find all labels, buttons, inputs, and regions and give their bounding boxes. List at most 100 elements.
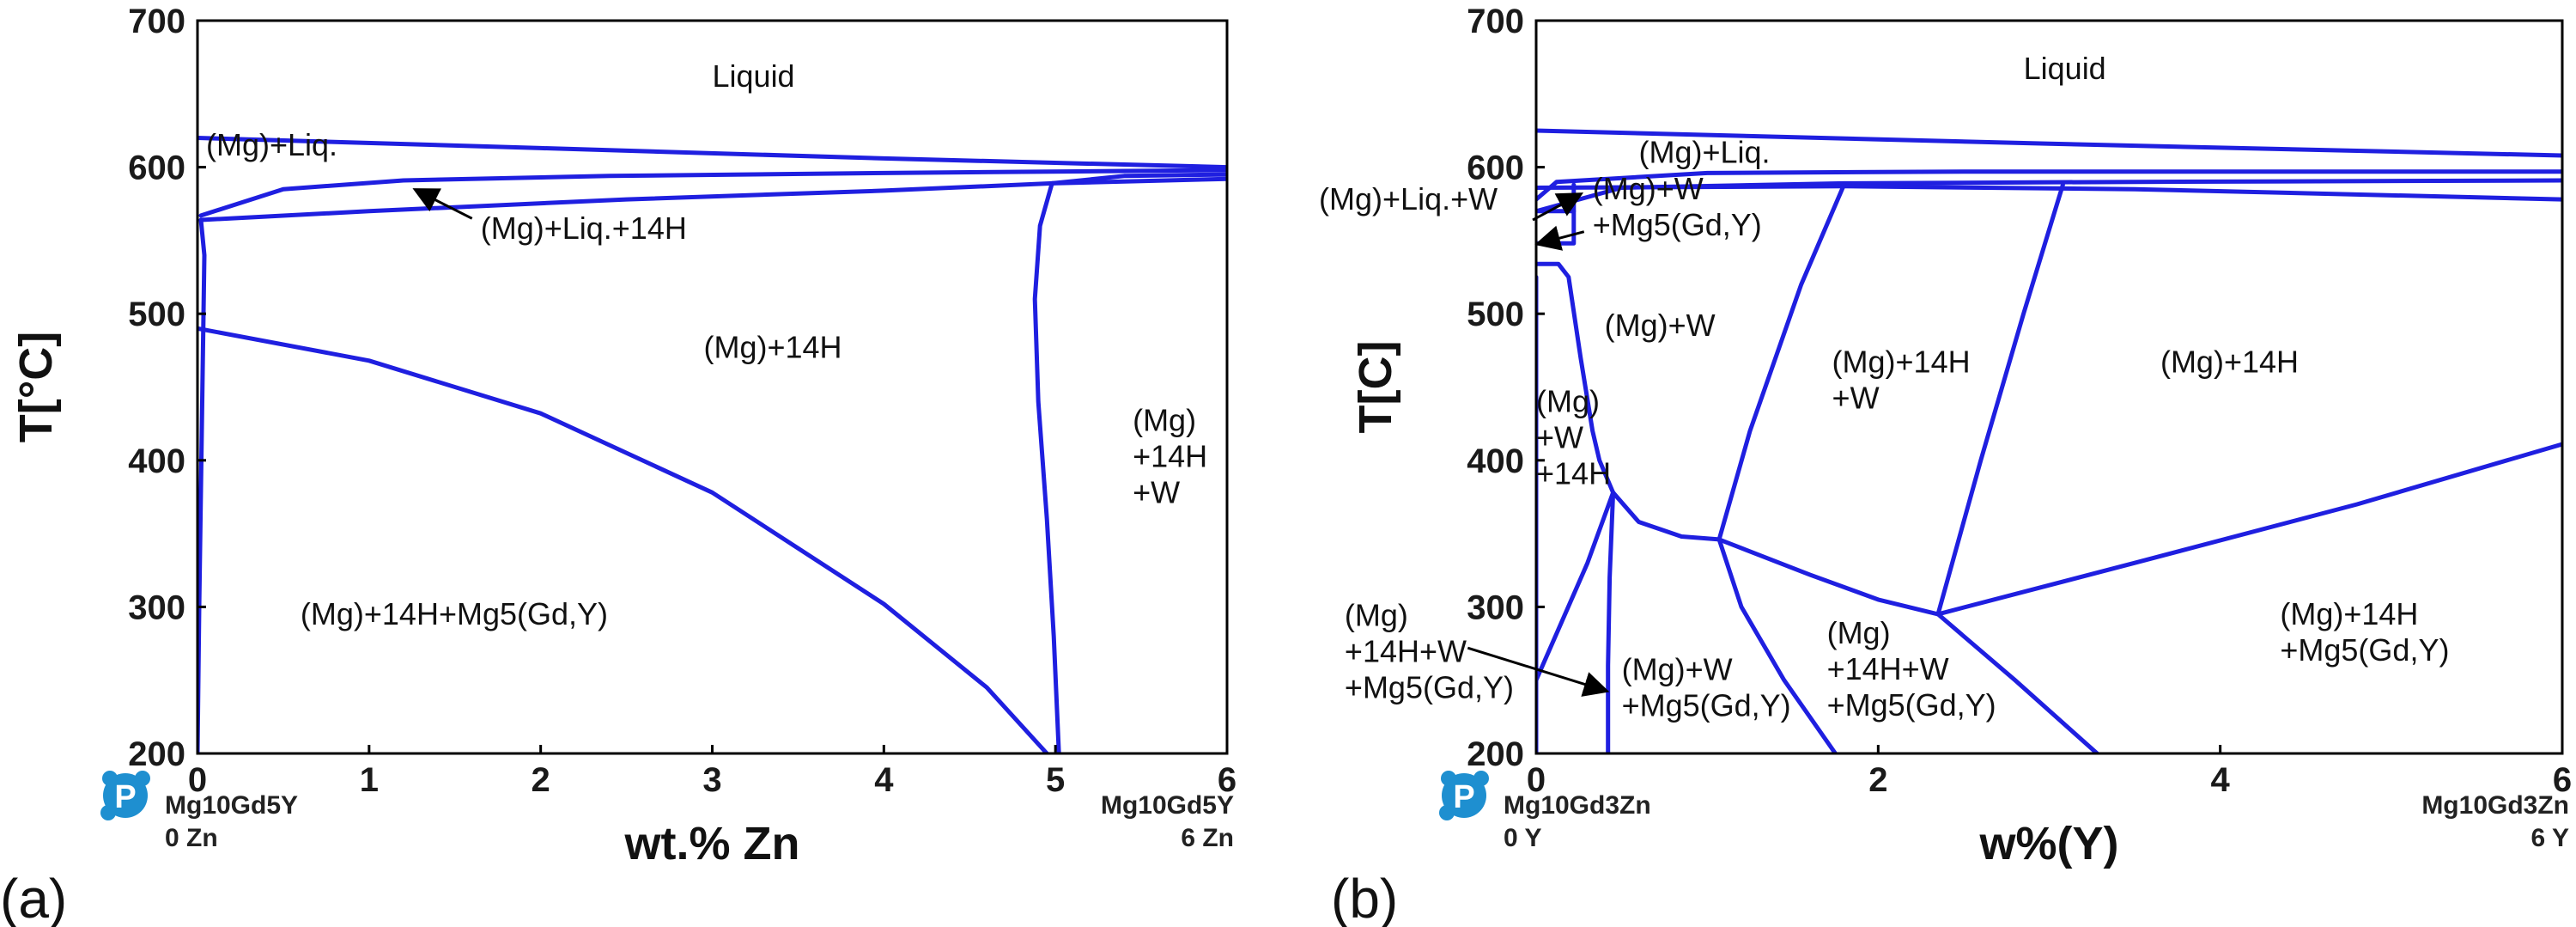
phase-boundary-line [1536,261,1616,495]
phase-region-label: +14H+W [1827,651,1949,686]
annotation-arrow [1534,225,1585,251]
phase-boundary-line [1536,128,2562,158]
y-tick-label: 400 [128,442,185,480]
phase-region-label: +14H [1536,456,1611,491]
phase-boundary-line [198,176,1227,223]
phase-region-label: +Mg5(Gd,Y) [1622,688,1791,723]
panel-a: 0 1 2 3 4 5 6 200 300 400 500 600 700 wt.% Zn T[°C] (a)… [0,3,1236,927]
y-tick-label: 300 [1467,589,1524,626]
x-tick-label: 2 [1868,761,1887,799]
phase-region-label: (Mg)+14H [1832,344,1971,379]
x-tick-label: 0 [188,761,207,799]
x-tick-label: 6 [2553,761,2572,799]
x-tick-label: 1 [360,761,379,799]
phase-boundary-line [1716,537,1838,753]
phase-region-label: (Mg)+Liq.+W [1319,181,1498,217]
phase-boundary-line [1935,182,2065,617]
phase-region-label: (Mg)+Liq. [206,127,337,162]
annotation-arrow [1467,646,1610,697]
phase-region-label: Liquid [713,58,795,94]
y-tick-label: 600 [128,149,185,187]
phase-region-label: +Mg5(Gd,Y) [1593,207,1762,242]
phase-boundary-line [1716,537,1941,617]
corner-label-right: 6 Y [2531,824,2570,852]
phase-boundary-line [1716,182,1846,542]
p-logo-icon: P [100,771,150,820]
phase-region-label: (Mg)+14H+Mg5(Gd,Y) [301,596,608,631]
x-tick-label: 2 [532,761,550,799]
phase-boundary-line [1032,180,1061,753]
svg-text:P: P [114,779,136,815]
x-axis-label: wt.% Zn [624,818,800,869]
phase-region-label: +14H+W [1345,634,1467,669]
y-tick-label: 500 [1467,296,1524,333]
phase-region-label: (Mg)+W [1622,652,1733,687]
corner-label-left: Mg10Gd3Zn [1504,791,1651,820]
phase-region-label: (Mg)+14H [2280,596,2418,631]
plot-frame [196,19,1229,755]
phase-boundary-line [1606,490,1616,753]
corner-label-left: Mg10Gd5Y [165,791,298,820]
x-tick-label: 6 [1218,761,1236,799]
y-axis-label: T[C] [1350,341,1401,434]
phase-boundary-line [197,217,207,753]
x-tick-label: 0 [1527,761,1546,799]
phase-boundary-line [1049,172,1227,186]
phase-boundary-line [197,326,1049,753]
phase-boundaries [1536,128,2562,753]
phase-region-label: +Mg5(Gd,Y) [1345,670,1514,705]
phase-boundaries [197,136,1227,753]
y-tick-label: 200 [1467,735,1524,773]
phase-boundary-line [1935,442,2562,617]
corner-label-left: 0 Zn [165,824,218,852]
phase-region-label: (Mg) [1345,598,1408,633]
x-tick-label: 3 [702,761,721,799]
phase-region-label: (Mg)+W [1605,308,1716,343]
phase-boundary-line [1536,490,1616,683]
phase-region-label: (Mg)+Liq. [1639,134,1771,169]
corner-label-left: 0 Y [1504,824,1542,852]
y-tick-label: 700 [128,3,185,40]
phase-region-label: Liquid [2024,51,2106,86]
phase-region-label: (Mg)+14H [704,329,842,364]
corner-label-right: Mg10Gd3Zn [2421,791,2569,820]
corner-label-right: 6 Zn [1181,824,1234,852]
y-tick-label: 700 [1467,3,1524,40]
x-tick-label: 4 [2211,761,2231,799]
phase-region-label: (Mg)+W [1593,171,1704,206]
phase-boundary-line [197,136,1227,170]
phase-region-label: +W [1832,380,1880,415]
panel-b: 0 2 4 6 200 300 400 500 600 700 w%(Y) T[C] (b) P Mg10G… [1319,3,2572,927]
y-tick-label: 400 [1467,442,1524,480]
phase-region-label: +W [1133,475,1180,510]
panel-label: (a) [0,868,67,927]
phase-region-label: (Mg)+14H [2160,344,2299,379]
svg-text:P: P [1453,779,1474,815]
x-tick-label: 5 [1046,761,1065,799]
phase-region-label: (Mg) [1827,615,1891,650]
phase-boundary-line [1611,490,1722,542]
phase-region-label: +W [1536,420,1583,455]
phase-region-label: +Mg5(Gd,Y) [1827,687,1996,723]
y-tick-label: 600 [1467,149,1524,187]
annotation-arrow [412,188,473,220]
phase-boundary-line [198,168,1227,218]
y-tick-label: 300 [128,589,185,626]
annotation-arrow [1532,192,1584,222]
phase-region-label: +14H [1133,439,1207,474]
phase-region-label: (Mg) [1133,403,1196,438]
panel-label: (b) [1331,868,1398,927]
phase-region-label: +Mg5(Gd,Y) [2280,632,2449,668]
corner-label-right: Mg10Gd5Y [1101,791,1234,820]
phase-region-label: (Mg) [1536,384,1600,419]
x-tick-label: 4 [874,761,894,799]
y-axis-label: T[°C] [10,332,62,443]
p-logo-icon: P [1439,771,1489,820]
phase-boundary-line [1536,184,2562,202]
plot-frame [1534,19,2564,755]
y-tick-label: 500 [128,296,185,333]
x-axis-label: w%(Y) [1979,818,2119,869]
y-tick-label: 200 [128,735,185,773]
phase-boundary-line [1935,612,2099,753]
